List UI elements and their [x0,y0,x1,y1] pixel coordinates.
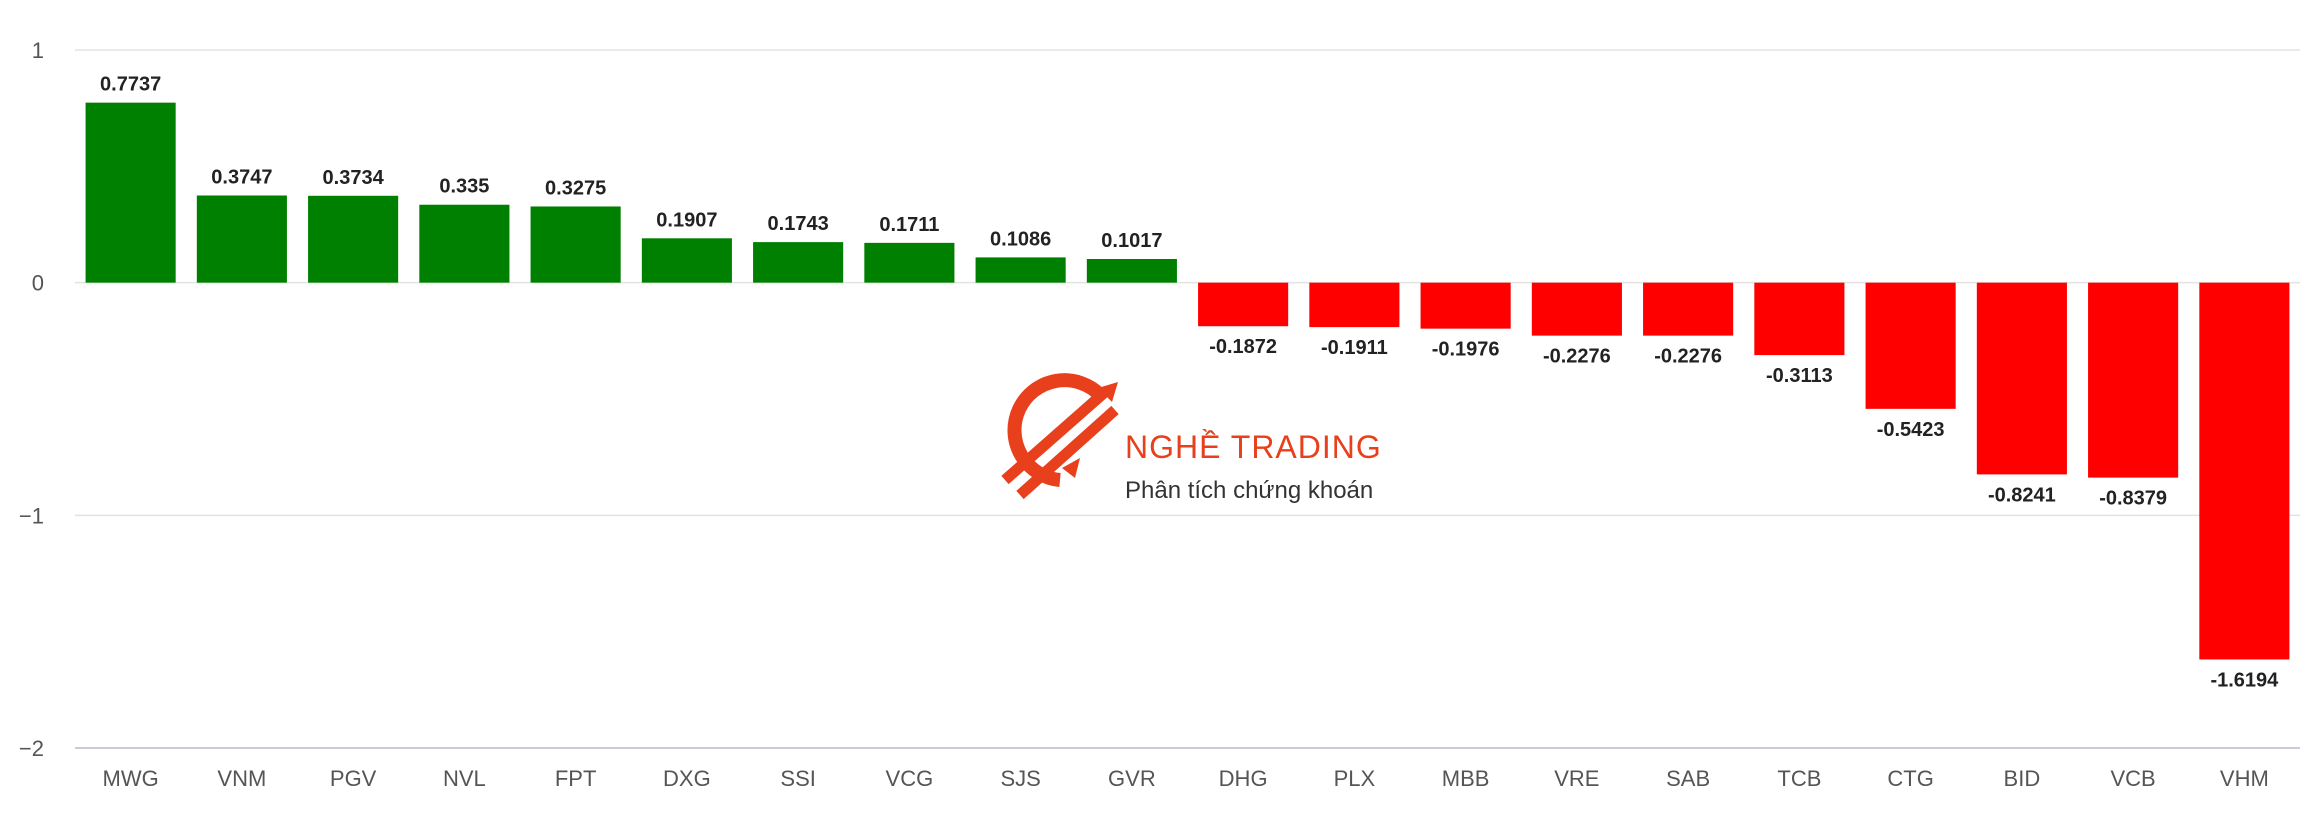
data-labels: 0.7737 0.3747 0.3734 0.335 0.3275 0.1907 0.174… [100,74,2279,692]
bar-bid [1976,282,2067,475]
data-label: 0.3747 [211,166,272,188]
data-label: 0.7737 [100,74,161,96]
x-category-label: FPT [555,766,597,791]
bar-tcb [1754,282,1845,356]
data-label: 0.3275 [545,177,606,199]
y-tick-label: −2 [19,736,44,761]
brand-tagline: Phân tích chứng khoán [1125,477,1373,504]
data-label: -0.8241 [1988,484,2056,506]
data-label: -0.3113 [1766,365,1833,387]
y-tick-label: 0 [32,271,44,296]
x-category-label: PLX [1334,766,1376,791]
bar-vhm [2199,282,2290,660]
bar-dxg [641,238,732,283]
bar-dhg [1198,282,1289,327]
bar-ssi [753,242,844,283]
y-axis-ticks: 1 0 −1 −2 [19,38,44,761]
y-tick-label: 1 [32,38,44,63]
x-category-label: BID [2004,766,2041,791]
data-label: -0.5423 [1877,419,1945,441]
x-category-label: SJS [1000,766,1040,791]
x-category-label: SSI [780,766,815,791]
data-label: -0.1872 [1209,336,1277,358]
data-label: 0.1743 [768,213,829,235]
data-label: 0.335 [439,176,489,198]
bar-fpt [530,206,621,283]
bar-gvr [1086,259,1177,283]
data-label: -0.1976 [1432,339,1500,361]
x-category-label: MBB [1442,766,1490,791]
data-label: 0.1907 [656,209,717,231]
x-axis-categories: MWG VNM PGV NVL FPT DXG SSI VCG SJS GVR DHG PLX MBB V… [103,766,2269,791]
data-label: -0.2276 [1654,346,1722,368]
bars [85,102,2290,660]
bar-vcb [2088,282,2179,478]
x-category-label: VRE [1554,766,1599,791]
grid-lines [75,49,2300,749]
trading-logo-icon [1001,373,1119,500]
bar-vcg [864,242,955,283]
x-category-label: PGV [330,766,377,791]
bar-nvl [419,204,510,283]
data-label: 0.1017 [1101,230,1162,252]
x-category-label: DXG [663,766,711,791]
bar-vre [1531,282,1622,336]
data-label: -1.6194 [2210,669,2279,691]
data-label: 0.1711 [879,214,939,236]
bar-sjs [975,257,1066,283]
data-label: 0.1086 [990,228,1051,250]
bar-sab [1643,282,1734,336]
x-category-label: VHM [2220,766,2269,791]
x-category-label: MWG [103,766,159,791]
x-category-label: VCB [2111,766,2156,791]
x-category-label: GVR [1108,766,1156,791]
data-label: -0.8379 [2099,488,2167,510]
brand-name: NGHỀ TRADING [1125,429,1382,465]
y-tick-label: −1 [19,503,44,528]
x-category-label: CTG [1887,766,1933,791]
x-category-label: NVL [443,766,486,791]
bar-pgv [308,195,399,283]
x-category-label: VCG [886,766,934,791]
bar-vnm [196,195,287,283]
x-category-label: SAB [1666,766,1710,791]
data-label: -0.1911 [1321,337,1388,359]
watermark-logo: NGHỀ TRADING Phân tích chứng khoán [1001,373,1382,504]
bar-plx [1309,282,1400,328]
data-label: 0.3734 [323,167,385,189]
x-category-label: DHG [1219,766,1268,791]
x-category-label: TCB [1777,766,1821,791]
data-label: -0.2276 [1543,346,1611,368]
x-category-label: VNM [217,766,266,791]
bar-mbb [1420,282,1511,329]
bar-ctg [1865,282,1956,409]
bar-mwg [85,102,176,283]
